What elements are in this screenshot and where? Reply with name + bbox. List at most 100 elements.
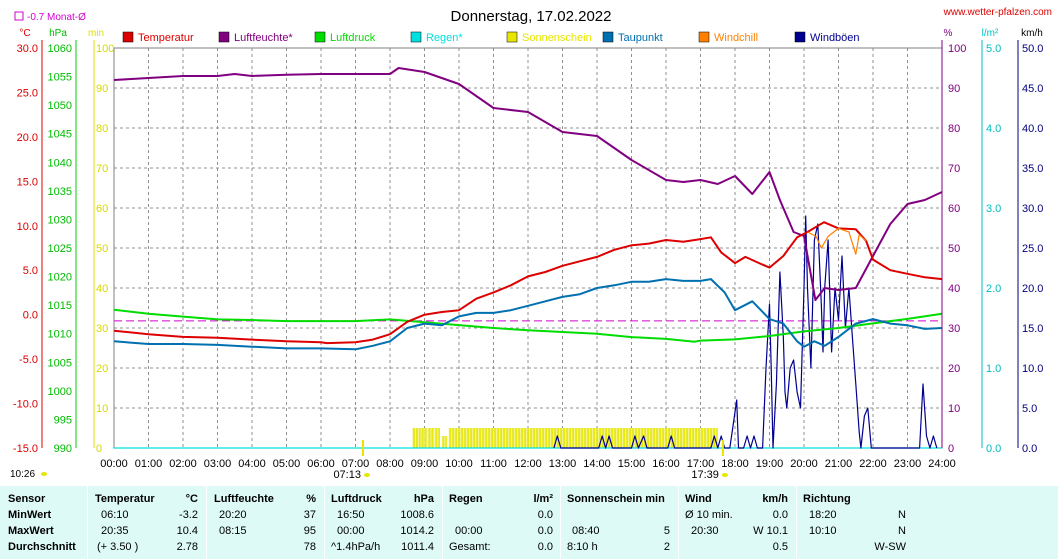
temp-tick-label: -5.0 — [19, 354, 38, 366]
stats-avg-temp-val: 2.78 — [176, 541, 198, 553]
stats-divider — [560, 486, 561, 559]
website-link[interactable]: www.wetter-pfalzen.com — [943, 7, 1052, 18]
stats-header-press-unit: hPa — [413, 493, 434, 505]
chart-grid — [113, 47, 943, 449]
time-tick-label: 19:00 — [756, 458, 784, 470]
legend-swatch — [122, 31, 134, 43]
temp-tick-label: 0.0 — [23, 310, 38, 322]
stats-max-press-time: 00:00 — [337, 525, 365, 537]
stats-max-dir-val: N — [898, 525, 906, 537]
stats-avg-sun-val: 2 — [663, 541, 670, 553]
rain-tick-label: 2.0 — [986, 283, 1001, 295]
series-line-temperatur — [113, 221, 943, 345]
stats-min-temp-time: 06:10 — [101, 509, 129, 521]
humidity-tick-label: 50 — [948, 243, 960, 255]
stats-max-temp-val: 10.4 — [176, 525, 198, 537]
pressure-tick-label: 1045 — [48, 129, 72, 141]
stats-header-wind-unit: km/h — [762, 493, 788, 505]
stats-header-temp-unit: °C — [185, 493, 198, 505]
stats-divider — [796, 486, 797, 559]
rain-tick-label: 1.0 — [986, 363, 1001, 375]
stats-divider — [442, 486, 443, 559]
wind-tick-label: 40.0 — [1022, 123, 1043, 135]
sunset-sun-icon — [721, 473, 728, 477]
time-tick-label: 16:00 — [652, 458, 680, 470]
stats-avg-press-time: ^1.4hPa/h — [331, 541, 381, 553]
wind-tick-label: 5.0 — [1022, 403, 1037, 415]
time-tick-label: 11:00 — [480, 458, 507, 470]
pressure-tick-label: 1020 — [48, 272, 72, 284]
unit-hpa: hPa — [49, 28, 67, 39]
stats-header-rain: Regen — [449, 493, 483, 505]
sunshine-tick-label: 0 — [96, 443, 102, 455]
rain-tick-label: 4.0 — [986, 123, 1001, 135]
humidity-tick-label: 30 — [948, 323, 960, 335]
humidity-tick-label: 100 — [948, 43, 966, 55]
stats-avg-rain-time: Gesamt: — [449, 541, 491, 553]
temp-tick-label: 20.0 — [17, 132, 38, 144]
stats-max-sun-time: 08:40 — [572, 525, 600, 537]
pressure-tick-label: 995 — [54, 414, 72, 426]
series-line-windchill — [807, 227, 867, 255]
humidity-tick-label: 90 — [948, 83, 960, 95]
sunshine-tick-label: 50 — [96, 243, 108, 255]
stats-min-label: MinWert — [8, 509, 52, 521]
time-tick-label: 09:00 — [411, 458, 439, 470]
wind-tick-label: 30.0 — [1022, 203, 1043, 215]
stats-avg-temp-time: (+ 3.50 ) — [97, 541, 139, 553]
stats-min-press-time: 16:50 — [337, 509, 365, 521]
series-line-luftdruck — [113, 308, 943, 343]
stats-max-label: MaxWert — [8, 525, 54, 537]
time-tick-label: 17:00 — [687, 458, 715, 470]
time-tick-label: 14:00 — [583, 458, 611, 470]
time-tick-label: 23:00 — [894, 458, 922, 470]
wind-tick-label: 20.0 — [1022, 283, 1043, 295]
stats-min-wind-val: 0.0 — [772, 509, 788, 521]
legend-swatch — [794, 31, 806, 43]
sunshine-tick-label: 80 — [96, 123, 108, 135]
sunshine-tick-label: 40 — [96, 283, 108, 295]
statistics-panel: Sensor Temperatur °C Luftfeuchte % Luftd… — [0, 486, 1058, 559]
time-tick-label: 04:00 — [238, 458, 266, 470]
stats-min-press-val: 1008.6 — [400, 509, 434, 521]
stats-avg-label: Durchschnitt — [8, 541, 76, 553]
temp-tick-label: -10.0 — [13, 399, 38, 411]
wind-tick-label: 25.0 — [1022, 243, 1043, 255]
temp-tick-label: 10.0 — [17, 221, 38, 233]
pressure-tick-label: 1055 — [48, 72, 72, 84]
stats-header-sun: Sonnenschein min — [567, 493, 665, 505]
stats-min-wind-label: Ø 10 min. — [685, 509, 733, 521]
pressure-tick-label: 1025 — [48, 243, 72, 255]
rain-tick-label: 5.0 — [986, 43, 1001, 55]
stats-max-sun-val: 5 — [663, 525, 670, 537]
sunshine-tick-label: 20 — [96, 363, 108, 375]
series-line-taupunkt — [113, 278, 943, 351]
temp-tick-label: 15.0 — [17, 176, 38, 188]
pressure-tick-label: 990 — [54, 443, 72, 455]
rain-tick-label: 3.0 — [986, 203, 1001, 215]
stats-min-temp-val: -3.2 — [179, 509, 198, 521]
temp-tick-label: 30.0 — [17, 43, 38, 55]
stats-avg-rain-val: 0.0 — [537, 541, 553, 553]
pressure-tick-label: 1030 — [48, 214, 72, 226]
wind-tick-label: 15.0 — [1022, 323, 1043, 335]
time-tick-label: 07:00 — [342, 458, 370, 470]
series-line-luftfeuchte — [113, 67, 943, 301]
chart-legend: Temperatur Luftfeuchte* Luftdruck Regen* Son… — [122, 31, 860, 44]
sunrise-label: 07:13 — [333, 469, 361, 481]
wind-tick-label: 35.0 — [1022, 163, 1043, 175]
pressure-tick-label: 1015 — [48, 300, 72, 312]
time-tick-label: 08:00 — [376, 458, 404, 470]
sunshine-tick-label: 30 — [96, 323, 108, 335]
stats-max-press-val: 1014.2 — [400, 525, 434, 537]
time-tick-label: 06:00 — [307, 458, 335, 470]
stats-min-hum-time: 20:20 — [219, 509, 247, 521]
day-length-sun-icon — [41, 472, 47, 476]
humidity-tick-label: 60 — [948, 203, 960, 215]
stats-min-rain-val: 0.0 — [537, 509, 553, 521]
sunshine-tick-label: 100 — [96, 43, 114, 55]
unit-min: min — [88, 28, 104, 39]
stats-max-hum-val: 95 — [303, 525, 316, 537]
time-tick-label: 03:00 — [204, 458, 232, 470]
sunset-label: 17:39 — [691, 469, 719, 481]
